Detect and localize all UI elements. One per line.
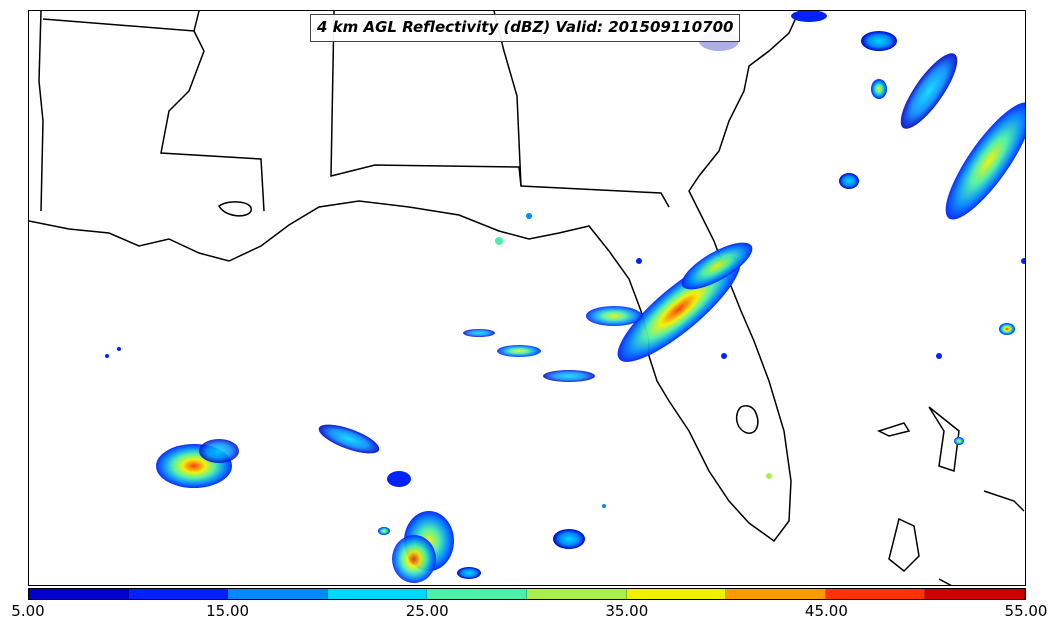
colorbar-segment bbox=[526, 589, 627, 599]
colorbar-tick-label: 55.00 bbox=[1004, 602, 1048, 620]
colorbar-segment bbox=[626, 589, 727, 599]
colorbar-tick-label: 35.00 bbox=[605, 602, 649, 620]
map-title: 4 km AGL Reflectivity (dBZ) Valid: 20150… bbox=[310, 14, 741, 42]
colorbar-segment bbox=[825, 589, 926, 599]
storm-cell-atlantic bbox=[945, 102, 1025, 220]
colorbar-segment bbox=[925, 589, 1025, 599]
colorbar-segment bbox=[29, 589, 129, 599]
colorbar-segment bbox=[228, 589, 328, 599]
map-panel bbox=[28, 10, 1026, 586]
coastline-layer bbox=[29, 11, 1025, 585]
colorbar-tick-label: 25.00 bbox=[405, 602, 449, 620]
colorbar-tick-label: 15.00 bbox=[206, 602, 250, 620]
storm-cell-florida-north bbox=[681, 242, 753, 290]
colorbar-segment bbox=[726, 589, 826, 599]
colorbar-segment bbox=[128, 589, 229, 599]
colorbar-segment bbox=[427, 589, 527, 599]
reflectivity-map bbox=[29, 11, 1025, 585]
colorbar bbox=[28, 588, 1026, 600]
colorbar-tick-label: 5.00 bbox=[11, 602, 45, 620]
echo-layer bbox=[105, 11, 1025, 583]
colorbar-segment bbox=[327, 589, 428, 599]
colorbar-tick-label: 45.00 bbox=[804, 602, 848, 620]
